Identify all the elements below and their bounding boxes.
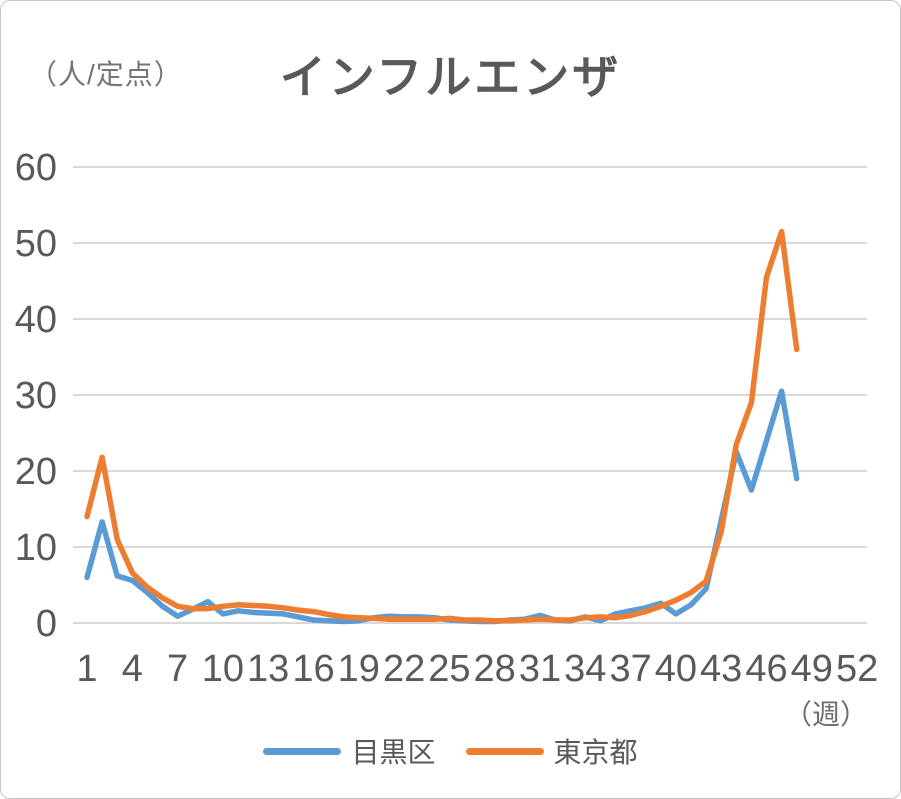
- x-tick-label: 40: [655, 648, 697, 690]
- x-tick-label: 16: [292, 648, 334, 690]
- y-tick-label: 40: [15, 299, 57, 341]
- y-tick-label: 50: [15, 223, 57, 265]
- x-tick-label: 1: [76, 648, 97, 690]
- chart-title: インフルエンザ: [279, 51, 622, 103]
- series-line-meguro: [84, 388, 800, 625]
- x-tick-label: 37: [609, 648, 651, 690]
- x-tick-label: 34: [564, 648, 606, 690]
- y-tick-label: 20: [15, 451, 57, 493]
- x-tick-label: 13: [247, 648, 289, 690]
- legend-swatch-meguro-line: [263, 747, 342, 755]
- legend-swatch-tokyo-line: [465, 747, 544, 755]
- x-tick-label: 7: [167, 648, 188, 690]
- legend-label-tokyo: 東京都: [553, 737, 638, 768]
- x-axis-unit-label: （週）: [783, 699, 868, 730]
- x-tick-label: 22: [383, 648, 425, 690]
- x-tick-label: 49: [791, 648, 833, 690]
- y-tick-labels-group: 0 10 20 30 40 50 60: [15, 147, 57, 645]
- gridlines-group: [73, 166, 867, 624]
- x-tick-label: 31: [519, 648, 561, 690]
- y-tick-label: 10: [15, 527, 57, 569]
- x-tick-label: 25: [428, 648, 470, 690]
- legend-item-tokyo: 東京都: [465, 731, 638, 771]
- legend-item-meguro: 目黒区: [263, 731, 436, 771]
- legend-label-meguro: 目黒区: [351, 737, 436, 768]
- x-tick-label: 4: [122, 648, 143, 690]
- x-tick-label: 46: [745, 648, 787, 690]
- y-tick-label: 60: [15, 147, 57, 189]
- series-line-tokyo: [84, 228, 800, 624]
- x-tick-label: 10: [202, 648, 244, 690]
- y-tick-label: 0: [36, 603, 57, 645]
- x-tick-label: 52: [836, 648, 878, 690]
- y-tick-label: 30: [15, 375, 57, 417]
- y-axis-unit-label: （人/定点）: [29, 59, 183, 90]
- x-tick-label: 19: [338, 648, 380, 690]
- x-tick-label: 28: [474, 648, 516, 690]
- x-tick-label: 43: [700, 648, 742, 690]
- legend: 目黒区 東京都: [1, 731, 900, 771]
- x-tick-labels-group: 1 4 7 10 13 16 19 22 25 28 31 34 37 40 43 46 49 52: [76, 648, 878, 690]
